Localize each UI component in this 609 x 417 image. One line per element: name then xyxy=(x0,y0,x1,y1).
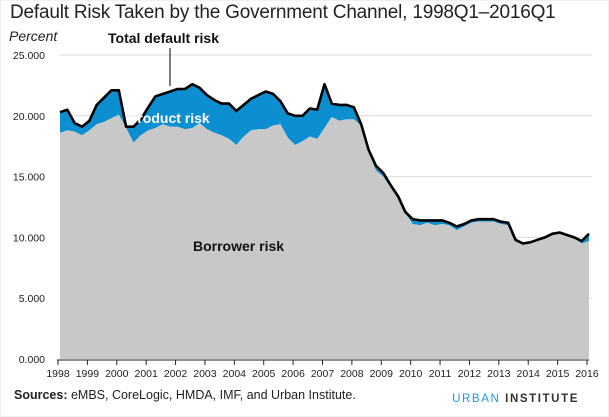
total-default-risk-line xyxy=(59,82,590,245)
x-tick-label: 2000 xyxy=(105,368,129,380)
x-tick-label: 2013 xyxy=(487,368,511,380)
y-tick-label: 15.000 xyxy=(13,172,45,184)
borrower-risk-area xyxy=(60,114,589,359)
sources-note: Sources: eMBS, CoreLogic, HMDA, IMF, and… xyxy=(14,388,356,402)
total-default-risk-label: Total default risk xyxy=(108,30,219,46)
x-tick-label: 2015 xyxy=(546,368,570,380)
x-tick-label: 2002 xyxy=(164,368,188,380)
brand-urban: URBAN xyxy=(452,393,501,405)
x-tick-label: 2004 xyxy=(223,368,247,380)
x-tick-label: 2016 xyxy=(575,368,599,380)
x-tick-label: 2007 xyxy=(311,368,335,380)
x-tick-label: 1999 xyxy=(76,368,100,380)
x-tick-label: 2009 xyxy=(370,368,394,380)
x-tick-label: 2003 xyxy=(193,368,217,380)
y-tick-label: 10.000 xyxy=(13,232,45,244)
y-axis-label: Percent xyxy=(9,28,58,44)
x-tick-label: 2006 xyxy=(281,368,305,380)
x-tick-label: 2008 xyxy=(340,368,364,380)
x-tick-label: 2001 xyxy=(134,368,158,380)
borrower-risk-label: Borrower risk xyxy=(193,238,285,254)
y-tick-label: 5.000 xyxy=(19,293,45,305)
x-tick-label: 2011 xyxy=(429,368,452,380)
x-tick-label: 1998 xyxy=(46,368,70,380)
x-tick-label: 2010 xyxy=(399,368,423,380)
product-risk-label: Product risk xyxy=(128,110,210,126)
x-tick-label: 2005 xyxy=(252,368,276,380)
y-tick-label: 25.000 xyxy=(13,50,45,62)
y-tick-label: 20.000 xyxy=(13,111,45,123)
brand-institute: INSTITUTE xyxy=(505,393,579,405)
chart-title: Default Risk Taken by the Government Cha… xyxy=(10,2,556,23)
sources-text: eMBS, CoreLogic, HMDA, IMF, and Urban In… xyxy=(67,388,356,402)
x-tick-label: 2012 xyxy=(458,368,482,380)
y-tick-label: 0.000 xyxy=(19,354,45,366)
urban-institute-logo: URBAN INSTITUTE xyxy=(452,393,579,405)
product-risk-area xyxy=(60,84,589,244)
x-tick-label: 2014 xyxy=(517,368,541,380)
sources-label: Sources: xyxy=(14,388,68,402)
